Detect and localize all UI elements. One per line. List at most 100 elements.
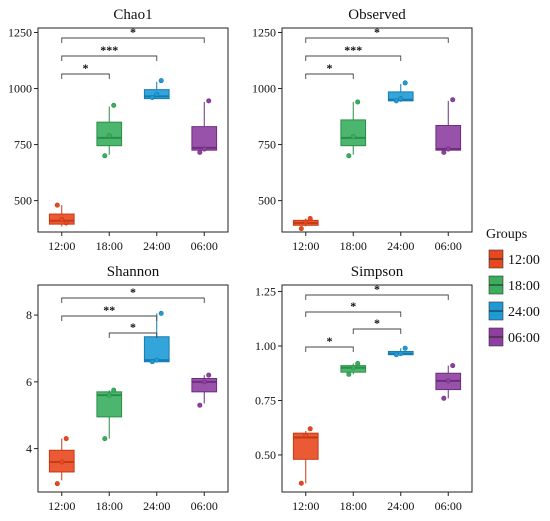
data-point (307, 426, 313, 432)
data-point (106, 133, 112, 139)
box-0600 (191, 98, 218, 155)
data-point (201, 379, 207, 385)
significance-label: * (350, 299, 356, 313)
bracket-line (61, 73, 110, 79)
x-tick-label: 18:00 (96, 499, 123, 513)
bracket-line (305, 294, 449, 300)
data-point (298, 226, 304, 232)
significance-bracket: * (305, 334, 354, 352)
data-point (445, 146, 451, 152)
legend-label: 24:00 (508, 305, 540, 320)
legend-item: 24:00 (488, 301, 540, 321)
plot-frame (37, 284, 229, 493)
bracket-line (61, 55, 158, 61)
y-tick-label: 6 (26, 375, 32, 389)
data-point (59, 459, 65, 465)
data-point (303, 432, 309, 438)
y-tick-label: 500 (258, 194, 276, 208)
x-tick-label: 24:00 (387, 499, 414, 513)
data-point (398, 96, 404, 102)
bracket-line (305, 37, 449, 43)
data-point (54, 481, 60, 487)
box-1200 (48, 202, 75, 227)
significance-label: * (130, 285, 136, 299)
box-1200 (292, 216, 319, 232)
y-tick-label: 500 (14, 194, 32, 208)
significance-bracket: * (108, 320, 158, 338)
box-0600 (191, 372, 218, 408)
legend-item: 06:00 (488, 327, 540, 347)
box-2400 (387, 80, 414, 104)
data-point (158, 310, 164, 316)
significance-bracket: * (305, 282, 449, 300)
significance-label: * (327, 61, 333, 75)
x-tick-label: 12:00 (292, 499, 319, 513)
box-1800 (340, 99, 367, 159)
x-tick-label: 18:00 (96, 239, 123, 253)
bracket-line (305, 55, 402, 61)
data-point (450, 363, 456, 369)
legend-label: 12:00 (508, 253, 540, 268)
y-tick-label: 8 (26, 308, 32, 322)
significance-bracket: * (352, 316, 402, 334)
data-point (102, 436, 108, 442)
significance-bracket: * (61, 61, 110, 79)
significance-label: * (374, 316, 380, 330)
x-tick-label: 12:00 (48, 239, 75, 253)
significance-bracket: * (61, 285, 205, 303)
data-point (402, 345, 408, 351)
significance-label: * (374, 282, 380, 296)
plot-frame (281, 27, 473, 233)
significance-bracket: * (305, 25, 449, 43)
data-point (201, 146, 207, 152)
significance-label: ** (103, 303, 115, 317)
data-point (63, 220, 69, 226)
y-tick-label: 1250 (8, 25, 32, 39)
panel-simpson: Simpson 0.50 0.75 1.00 1.25 12:00 18:00 24:00 06… (255, 264, 473, 513)
panel-title: Observed (348, 7, 406, 23)
legend-label: 06:00 (508, 331, 540, 346)
legend-label: 18:00 (508, 279, 540, 294)
bracket-line (305, 346, 354, 352)
box-body (435, 125, 462, 151)
legend-item: 12:00 (488, 249, 540, 269)
x-tick-label: 12:00 (292, 239, 319, 253)
box-0600 (435, 363, 462, 401)
data-point (158, 78, 164, 84)
significance-bracket: * (61, 25, 205, 43)
box-body (340, 119, 367, 147)
panel-observed: Observed 500 750 1000 1250 12:00 18:00 24:00 06:… (252, 7, 473, 253)
data-point (111, 387, 117, 393)
panel-chao1: Chao1 500 750 1000 1250 12:00 18:00 24:00 06:00 *… (8, 7, 229, 253)
box-1800 (96, 102, 123, 159)
data-point (450, 97, 456, 103)
data-point (393, 352, 399, 358)
data-point (197, 402, 203, 408)
data-point (197, 149, 203, 155)
data-point (206, 98, 212, 104)
x-tick-label: 24:00 (143, 499, 170, 513)
y-tick-label: 0.50 (255, 448, 276, 462)
data-point (346, 371, 352, 377)
panel-title: Shannon (107, 264, 160, 280)
data-point (54, 202, 60, 208)
significance-bracket: * (305, 61, 354, 79)
significance-label: * (130, 25, 136, 39)
significance-label: * (327, 334, 333, 348)
x-tick-label: 06:00 (191, 499, 218, 513)
data-point (154, 91, 160, 97)
data-point (149, 359, 155, 365)
panel-title: Chao1 (113, 7, 152, 23)
box-2400 (387, 345, 414, 358)
x-tick-label: 06:00 (435, 499, 462, 513)
y-tick-label: 750 (14, 138, 32, 152)
legend: Groups 12:00 18:00 24:00 06:00 (486, 227, 540, 347)
significance-bracket: *** (61, 43, 158, 61)
data-point (445, 378, 451, 384)
bracket-line (352, 328, 402, 334)
significance-label: *** (100, 43, 118, 57)
significance-label: * (83, 61, 89, 75)
data-point (350, 365, 356, 371)
x-tick-label: 12:00 (48, 499, 75, 513)
significance-label: * (374, 25, 380, 39)
